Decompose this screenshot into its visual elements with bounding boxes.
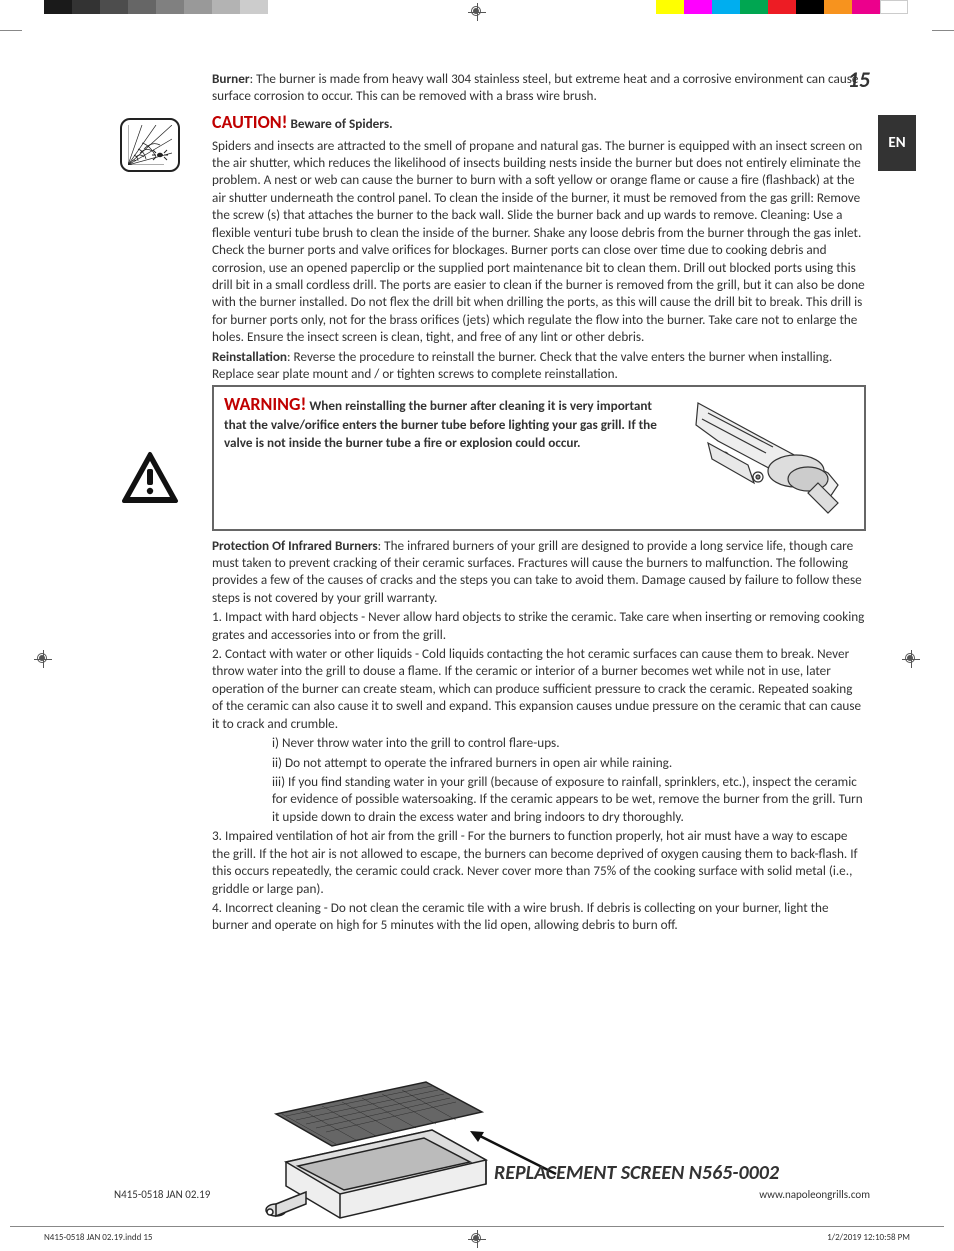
footer-doc-id: N415-0518 JAN 02.19 (114, 1188, 210, 1201)
caution-heading: CAUTION! Beware of Spiders. (212, 111, 866, 135)
page-number: 15 (848, 66, 870, 93)
burner-intro: Burner: The burner is made from heavy wa… (212, 70, 866, 105)
protection-sub-i: i) Never throw water into the grill to c… (212, 734, 866, 751)
reinstallation-paragraph: Reinstallation: Reverse the procedure to… (212, 348, 866, 383)
protection-sub-iii: iii) If you find standing water in your … (212, 773, 866, 825)
registration-mark-icon (34, 650, 52, 668)
page-footer: N415-0518 JAN 02.19 www.napoleongrills.c… (114, 1188, 870, 1201)
protection-item-1: 1. Impact with hard objects - Never allo… (212, 608, 866, 643)
protection-item-3: 3. Impaired ventilation of hot air from … (212, 827, 866, 897)
infrared-burner-screen-diagram (246, 1074, 500, 1238)
slug-file: N415-0518 JAN 02.19.indd 15 (44, 1232, 153, 1243)
footer-url: www.napoleongrills.com (759, 1188, 870, 1201)
reinstall-text: : Reverse the procedure to reinstall the… (212, 348, 832, 382)
protection-intro: Protection Of Infrared Burners: The infr… (212, 537, 866, 607)
caution-title: Beware of Spiders. (287, 115, 392, 132)
burner-valve-diagram (678, 393, 854, 523)
registration-mark-icon (902, 650, 920, 668)
caution-word: CAUTION! (212, 111, 287, 133)
caution-body: Spiders and insects are attracted to the… (212, 137, 866, 346)
protection-sub-ii: ii) Do not attempt to operate the infrar… (212, 754, 866, 771)
registration-mark-icon (468, 1230, 486, 1248)
burner-intro-text: : The burner is made from heavy wall 304… (212, 70, 858, 104)
protection-item-2: 2. Contact with water or other liquids -… (212, 645, 866, 732)
protection-label: Protection Of Infrared Burners (212, 537, 378, 554)
burner-label: Burner (212, 70, 250, 87)
replacement-screen-label: REPLACEMENT SCREEN N565-0002 (494, 1161, 779, 1185)
reinstall-label: Reinstallation (212, 348, 287, 365)
warning-box: WARNING! When reinstalling the burner af… (212, 385, 866, 531)
warning-word: WARNING! (224, 393, 306, 415)
slug-datetime: 1/2/2019 12:10:58 PM (827, 1232, 910, 1243)
spider-web-icon (120, 118, 180, 172)
protection-item-4: 4. Incorrect cleaning - Do not clean the… (212, 899, 866, 934)
language-tab: EN (878, 115, 916, 171)
warning-triangle-icon (120, 451, 180, 507)
slug-divider (10, 1226, 944, 1227)
